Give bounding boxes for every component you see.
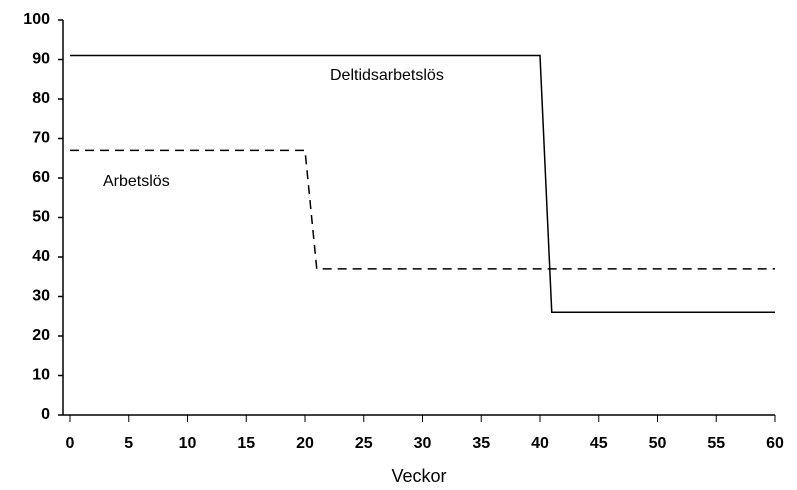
y-tick-label: 80 — [32, 90, 50, 107]
series-label: Deltidsarbetslös — [330, 67, 444, 84]
x-tick-label: 40 — [531, 435, 549, 452]
series-label: Arbetslös — [103, 173, 170, 190]
x-tick-label: 60 — [766, 435, 784, 452]
x-tick-label: 25 — [355, 435, 373, 452]
x-tick-label: 50 — [649, 435, 667, 452]
y-tick-label: 0 — [41, 406, 50, 423]
x-tick-label: 10 — [179, 435, 197, 452]
x-tick-label: 55 — [707, 435, 725, 452]
y-tick-label: 70 — [32, 130, 50, 147]
y-tick-label: 60 — [32, 169, 50, 186]
y-tick-label: 100 — [23, 11, 50, 28]
y-tick-label: 10 — [32, 367, 50, 384]
x-tick-label: 30 — [414, 435, 432, 452]
x-tick-label: 15 — [237, 435, 255, 452]
x-tick-label: 45 — [590, 435, 608, 452]
y-tick-label: 30 — [32, 288, 50, 305]
y-tick-label: 50 — [32, 209, 50, 226]
x-axis-label: Veckor — [391, 466, 446, 486]
series-line — [70, 54, 775, 314]
x-tick-label: 5 — [124, 435, 133, 452]
series-line — [70, 149, 775, 270]
x-tick-label: 0 — [66, 435, 75, 452]
y-tick-label: 90 — [32, 51, 50, 68]
y-tick-label: 20 — [32, 327, 50, 344]
x-tick-label: 35 — [472, 435, 490, 452]
x-tick-label: 20 — [296, 435, 314, 452]
y-tick-label: 40 — [32, 248, 50, 265]
